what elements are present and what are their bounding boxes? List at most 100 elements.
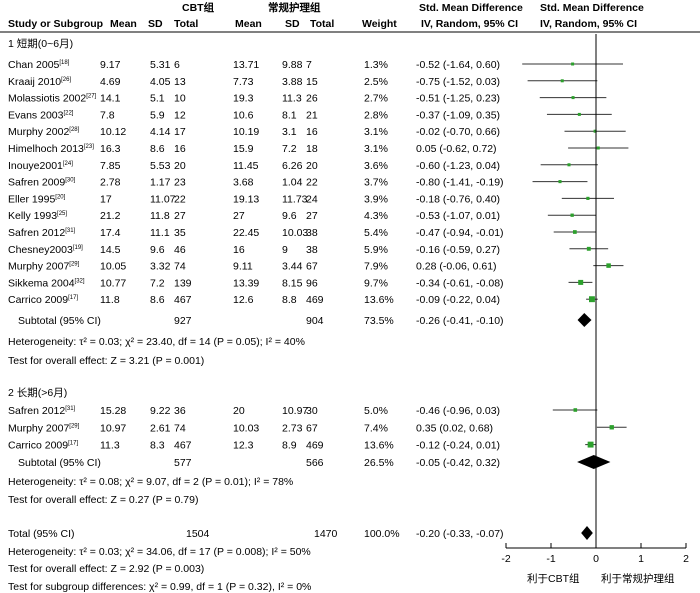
cbt-total: 74 bbox=[174, 422, 186, 434]
effect-square bbox=[609, 425, 614, 430]
study-name: Himelhoch 2013[23] bbox=[8, 143, 94, 155]
cbt-mean: 14.1 bbox=[100, 93, 121, 105]
weight-value: 13.6% bbox=[364, 294, 394, 306]
cbt-total: 139 bbox=[174, 277, 192, 289]
effect-square bbox=[570, 213, 574, 217]
effect-square bbox=[571, 62, 575, 66]
effect-square bbox=[573, 408, 578, 412]
study-name: Sikkema 2004[32] bbox=[8, 277, 85, 289]
cbt-sd: 2.61 bbox=[150, 422, 171, 434]
overall-effect-text: Test for overall effect: Z = 3.21 (P = 0… bbox=[8, 355, 204, 367]
study-reference: [31] bbox=[65, 228, 75, 234]
study-reference: [30] bbox=[65, 178, 75, 184]
subtotal-weight: 73.5% bbox=[364, 315, 394, 327]
study-name: Safren 2012[31] bbox=[8, 227, 76, 239]
conv-total: 15 bbox=[306, 76, 318, 88]
total-diamond bbox=[581, 526, 593, 540]
conv-mean: 9.11 bbox=[233, 261, 253, 273]
cbt-total: 13 bbox=[174, 76, 186, 88]
study-reference: [17] bbox=[68, 295, 78, 301]
conv-mean: 10.6 bbox=[233, 109, 254, 121]
study-name: Eller 1995[20] bbox=[8, 193, 66, 205]
cbt-total: 467 bbox=[174, 440, 192, 452]
subgroup-label: 1 短期(0~6月) bbox=[8, 37, 73, 50]
x-tick-label: 1 bbox=[638, 553, 644, 565]
effect-square bbox=[606, 263, 611, 268]
subtotal-cbt-total: 927 bbox=[174, 315, 192, 327]
conv-mean: 12.3 bbox=[233, 440, 254, 452]
cbt-sd: 4.14 bbox=[150, 126, 171, 138]
effect-square bbox=[586, 246, 591, 251]
cbt-mean-header: Mean bbox=[110, 18, 137, 30]
subtotal-label: Subtotal (95% CI) bbox=[18, 457, 101, 469]
smd-value: -0.80 (-1.41, -0.19) bbox=[416, 177, 504, 189]
cbt-total: 17 bbox=[174, 126, 186, 138]
conv-total: 7 bbox=[306, 59, 312, 71]
conv-mean: 19.3 bbox=[233, 93, 254, 105]
study-name: Carrico 2009[17] bbox=[8, 294, 78, 306]
effect-square bbox=[578, 279, 584, 285]
weight-value: 3.1% bbox=[364, 143, 388, 155]
study-name: Inouye2001[24] bbox=[8, 160, 73, 172]
study-reference: [29] bbox=[69, 423, 79, 429]
conv-total: 27 bbox=[306, 210, 318, 222]
conv-sd: 3.44 bbox=[282, 261, 303, 273]
cbt-total: 467 bbox=[174, 294, 192, 306]
smd-value: -0.51 (-1.25, 0.23) bbox=[416, 93, 500, 105]
cbt-total: 20 bbox=[174, 160, 186, 172]
conv-total: 67 bbox=[306, 422, 318, 434]
conv-mean: 12.6 bbox=[233, 294, 254, 306]
effect-square bbox=[577, 112, 581, 116]
conv-sd: 9.88 bbox=[282, 59, 303, 71]
conv-sd: 10.97 bbox=[282, 405, 308, 417]
conv-sd: 8.9 bbox=[282, 440, 297, 452]
subtotal-diamond bbox=[577, 313, 592, 327]
conv-total: 469 bbox=[306, 440, 324, 452]
plot-title: Std. Mean Difference bbox=[540, 2, 644, 14]
subgroup-label: 2 长期(>6月) bbox=[8, 387, 67, 399]
favours-cbt-label: 利于CBT组 bbox=[527, 572, 580, 585]
effect-square bbox=[596, 146, 600, 150]
smd-value: -0.18 (-0.76, 0.40) bbox=[416, 193, 500, 205]
total-smd: -0.20 (-0.33, -0.07) bbox=[416, 528, 504, 540]
conv-sd: 6.26 bbox=[282, 160, 303, 172]
study-name: Murphy 2002[28] bbox=[8, 126, 80, 138]
weight-value: 2.7% bbox=[364, 93, 388, 105]
conv-total: 38 bbox=[306, 244, 318, 256]
conv-total: 24 bbox=[306, 193, 318, 205]
cbt-sd: 8.3 bbox=[150, 440, 165, 452]
cbt-sd-header: SD bbox=[148, 18, 163, 30]
cbt-sd: 9.22 bbox=[150, 405, 171, 417]
smd-value: -0.47 (-0.94, -0.01) bbox=[416, 227, 504, 239]
smd-value: -0.75 (-1.52, 0.03) bbox=[416, 76, 500, 88]
smd-value: -0.37 (-1.09, 0.35) bbox=[416, 109, 500, 121]
cbt-mean: 4.69 bbox=[100, 76, 121, 88]
effect-square bbox=[572, 230, 577, 234]
weight-value: 4.3% bbox=[364, 210, 388, 222]
conv-mean: 19.13 bbox=[233, 193, 259, 205]
heterogeneity-text: Heterogeneity: τ² = 0.08; χ² = 9.07, df … bbox=[8, 476, 293, 488]
study-name: Murphy 2007[29] bbox=[8, 261, 80, 273]
conv-mean: 22.45 bbox=[233, 227, 259, 239]
conv-mean: 11.45 bbox=[233, 160, 259, 172]
conv-sd: 11.73 bbox=[282, 193, 308, 205]
study-reference: [26] bbox=[61, 77, 71, 83]
favours-conventional-label: 利于常规护理组 bbox=[601, 572, 675, 585]
smd-value: -0.46 (-0.96, 0.03) bbox=[416, 405, 500, 417]
cbt-mean: 17 bbox=[100, 193, 112, 205]
conv-mean: 16 bbox=[233, 244, 245, 256]
study-reference: [19] bbox=[73, 245, 83, 251]
cbt-sd: 11.8 bbox=[150, 210, 170, 222]
weight-value: 5.4% bbox=[364, 227, 388, 239]
conv-sd: 2.73 bbox=[282, 422, 303, 434]
conv-sd: 8.8 bbox=[282, 294, 297, 306]
cbt-mean: 21.2 bbox=[100, 210, 121, 222]
total-overall-effect-text: Test for overall effect: Z = 2.92 (P = 0… bbox=[8, 563, 204, 575]
cbt-sd: 9.6 bbox=[150, 244, 165, 256]
cbt-total: 74 bbox=[174, 261, 186, 273]
weight-value: 7.4% bbox=[364, 422, 388, 434]
conv-total: 18 bbox=[306, 143, 318, 155]
weight-value: 5.0% bbox=[364, 405, 388, 417]
x-tick-label: 0 bbox=[593, 553, 599, 565]
